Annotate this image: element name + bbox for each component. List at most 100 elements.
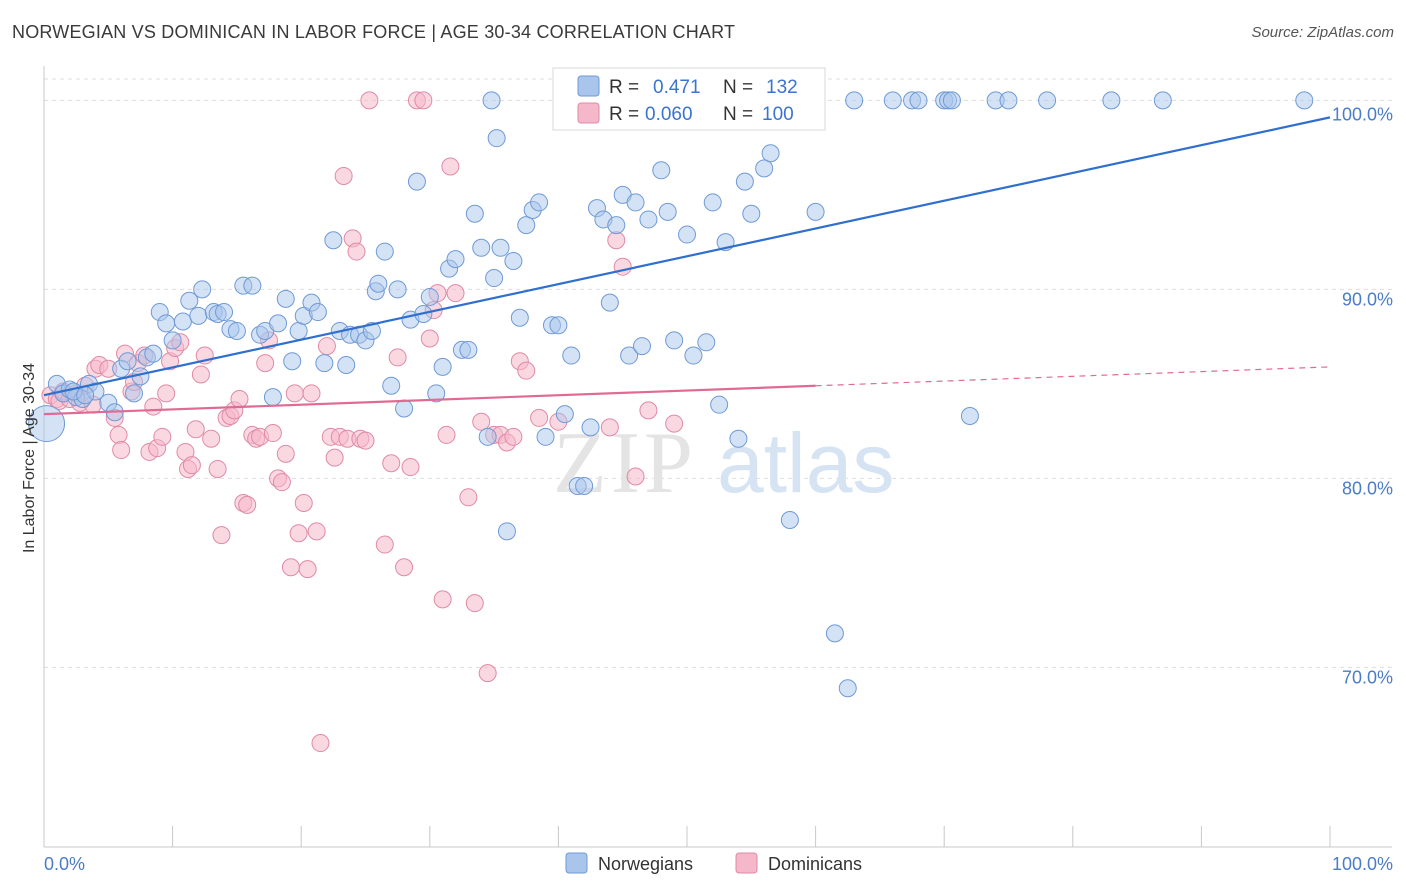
norwegians-point-119 <box>942 91 961 110</box>
dominicans-point-62 <box>325 448 344 467</box>
dominicans-point-87 <box>472 412 491 431</box>
y-tick-label-100: 100.0% <box>1332 104 1393 124</box>
norwegians-point-89 <box>626 193 645 212</box>
norwegians-point-49 <box>369 274 388 293</box>
dominicans-point-48 <box>263 424 282 443</box>
norwegians-point-82 <box>581 418 600 437</box>
dominicans-point-40 <box>230 390 249 409</box>
dominicans-point-81 <box>433 590 452 609</box>
norwegians-point-104 <box>742 204 761 223</box>
legend-r-value-1: 0.471 <box>653 77 701 98</box>
norwegians-point-93 <box>658 202 677 221</box>
norwegians-point-18 <box>163 331 182 350</box>
dominicans-point-71 <box>375 535 394 554</box>
norwegians-point-79 <box>562 346 581 365</box>
norwegians-point-68 <box>491 238 510 257</box>
x-tick-label-min: 0.0% <box>44 854 85 874</box>
dominicans-point-30 <box>182 456 201 475</box>
series-legend: Norwegians Dominicans <box>565 852 862 874</box>
norwegians-point-92 <box>652 161 671 180</box>
dominicans-point-46 <box>256 354 275 373</box>
watermark: ZIP atlas <box>553 415 894 512</box>
legend-swatch-dominicans <box>577 102 600 124</box>
dominicans-point-74 <box>395 558 414 577</box>
dominicans-point-95 <box>530 408 549 427</box>
norwegians-point-15 <box>144 344 163 363</box>
dominicans-point-99 <box>613 257 632 276</box>
y-tick-label-70: 70.0% <box>1342 667 1393 687</box>
dominicans-point-13 <box>109 425 128 444</box>
norwegians-point-33 <box>269 314 288 333</box>
dominicans-point-82 <box>437 425 456 444</box>
norwegians-point-25 <box>215 303 234 322</box>
dominicans-point-32 <box>191 365 210 384</box>
norwegians-point-71 <box>510 308 529 327</box>
norwegians-point-69 <box>497 522 516 541</box>
norwegians-point-61 <box>446 250 465 269</box>
x-tick-label-max: 100.0% <box>1332 854 1393 874</box>
y-tick-labels: 70.0% 80.0% 90.0% 100.0% <box>1332 104 1393 687</box>
y-axis-label: In Labor Force | Age 30-34 <box>21 363 38 553</box>
norwegians-point-66 <box>478 427 497 446</box>
norwegians-point-72 <box>517 216 536 235</box>
norwegians-point-12 <box>125 384 144 403</box>
dominicans-point-31 <box>186 420 205 439</box>
dominicans-point-92 <box>504 427 523 446</box>
dominicans-point-21 <box>144 397 163 416</box>
norwegians-point-17 <box>157 314 176 333</box>
dominicans-point-24 <box>157 384 176 403</box>
norwegians-point-128 <box>487 129 506 148</box>
legend-n-label-1: N = <box>723 77 753 98</box>
bottom-legend-swatch-dominicans <box>735 852 758 874</box>
norwegians-point-59 <box>433 357 452 376</box>
dominicans-point-75 <box>401 458 420 477</box>
legend-swatch-norwegians <box>577 75 600 97</box>
norwegians-point-99 <box>703 193 722 212</box>
norwegians-point-34 <box>276 289 295 308</box>
axes <box>43 66 1392 848</box>
trend-lines <box>43 116 1331 416</box>
dominicans-point-98 <box>607 231 626 250</box>
dominicans-point-64 <box>334 166 353 185</box>
dominicans-point-83 <box>441 157 460 176</box>
norwegians-point-21 <box>189 306 208 325</box>
norwegians-point-40 <box>315 354 334 373</box>
dominicans-trend-line-dashed <box>815 366 1331 387</box>
norwegians-point-110 <box>806 202 825 221</box>
y-tick-label-80: 80.0% <box>1342 478 1393 498</box>
dominicans-point-56 <box>298 560 317 579</box>
norwegians-point-55 <box>407 172 426 191</box>
norwegians-point-78 <box>555 405 574 424</box>
norwegians-point-51 <box>382 376 401 395</box>
norwegians-point-85 <box>600 293 619 312</box>
dominicans-point-78 <box>420 329 439 348</box>
norwegians-point-27 <box>227 321 246 340</box>
dominicans-point-34 <box>202 429 221 448</box>
dominicans-point-73 <box>388 348 407 367</box>
dominicans-point-60 <box>317 337 336 356</box>
legend-n-value-1: 132 <box>766 77 798 98</box>
norwegians-point-39 <box>308 303 327 322</box>
norwegians-point-22 <box>193 280 212 299</box>
norwegians-point-95 <box>678 225 696 244</box>
y-tick-label-90: 90.0% <box>1342 289 1393 309</box>
norwegians-point-75 <box>536 427 555 446</box>
dominicans-point-67 <box>347 242 366 261</box>
dominicans-point-70 <box>360 91 379 110</box>
norwegians-point-74 <box>530 193 549 212</box>
norwegians-point-112 <box>838 679 857 698</box>
dominicans-point-69 <box>356 431 375 450</box>
x-tick-labels: 0.0% 100.0% <box>44 854 1393 874</box>
norwegians-point-58 <box>427 384 446 403</box>
dominicans-point-53 <box>285 384 304 403</box>
norwegians-point-81 <box>575 476 594 495</box>
dominicans-point-97 <box>600 418 619 437</box>
norwegians-point-43 <box>337 355 356 374</box>
norwegians-point-120 <box>960 407 979 426</box>
norwegians-point-64 <box>465 204 484 223</box>
norwegians-point-63 <box>459 340 478 359</box>
norwegians-point-96 <box>684 346 703 365</box>
dominicans-point-35 <box>208 459 227 478</box>
legend-r-value-2: 0.060 <box>645 104 693 125</box>
